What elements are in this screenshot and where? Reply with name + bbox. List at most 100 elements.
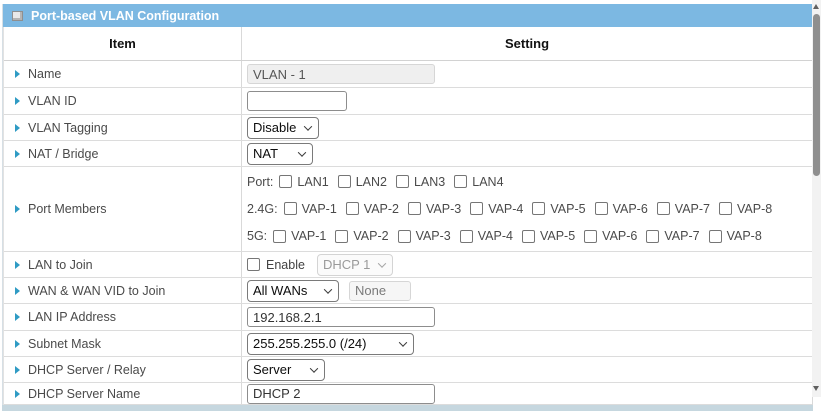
vlan-tagging-select[interactable]: Disable bbox=[247, 116, 319, 139]
vap-5g-4[interactable]: VAP-4 bbox=[459, 229, 513, 243]
row-vlan-id: VLAN ID bbox=[4, 88, 812, 115]
vap-5g-5-checkbox[interactable] bbox=[521, 229, 535, 243]
vap-24g-3-checkbox[interactable] bbox=[407, 202, 421, 216]
vlan-tagging-selected-value: Disable bbox=[253, 120, 297, 135]
lan3-checkbox[interactable] bbox=[395, 175, 409, 189]
wan-vid-input bbox=[349, 280, 411, 301]
vap-5g-3-checkbox[interactable] bbox=[397, 229, 411, 243]
dhcp-mode-selected-value: Server bbox=[253, 362, 292, 377]
port-member-lan1[interactable]: LAN1 bbox=[279, 175, 329, 189]
vertical-scrollbar[interactable] bbox=[812, 0, 821, 397]
vap-5g-3[interactable]: VAP-3 bbox=[397, 229, 451, 243]
vap-5g-1-checkbox[interactable] bbox=[273, 229, 287, 243]
name-label: Name bbox=[28, 67, 62, 81]
band-5g-prefix: 5G: bbox=[247, 229, 268, 244]
vap-24g-7-checkbox[interactable] bbox=[656, 202, 670, 216]
row-subnet-mask: Subnet Mask 255.255.255.0 (/24) bbox=[4, 331, 812, 357]
row-nat-bridge: NAT / Bridge NAT bbox=[4, 141, 812, 167]
header-setting: Setting bbox=[504, 36, 550, 51]
row-lan-to-join: LAN to Join Enable DHCP 1 bbox=[4, 252, 812, 278]
bullet-icon bbox=[15, 149, 20, 158]
vap-24g-1[interactable]: VAP-1 bbox=[283, 202, 337, 216]
settings-table: Item Setting Name VLAN ID bbox=[3, 27, 813, 405]
port-members-24g-line: 2.4G: VAP-1 VAP-2 VAP-3 bbox=[247, 195, 781, 222]
bullet-icon bbox=[15, 205, 20, 213]
dhcp-mode-select[interactable]: Server bbox=[247, 358, 325, 381]
dhcp-join-selected-value: DHCP 1 bbox=[322, 257, 371, 272]
table-header-row: Item Setting bbox=[4, 27, 812, 61]
vap-24g-1-checkbox[interactable] bbox=[283, 202, 297, 216]
port-members-label: Port Members bbox=[28, 202, 107, 216]
vap-5g-1[interactable]: VAP-1 bbox=[273, 229, 326, 243]
vap-5g-2-checkbox[interactable] bbox=[335, 229, 349, 243]
dhcp-join-select: DHCP 1 bbox=[316, 253, 393, 276]
vap-5g-7-checkbox[interactable] bbox=[646, 229, 660, 243]
row-dhcp-mode: DHCP Server / Relay Server bbox=[4, 357, 812, 383]
bullet-icon bbox=[15, 313, 20, 321]
scrollbar-thumb[interactable] bbox=[813, 14, 820, 176]
panel-window-icon bbox=[12, 10, 23, 21]
vap-5g-5[interactable]: VAP-5 bbox=[521, 229, 575, 243]
vap-24g-7[interactable]: VAP-7 bbox=[656, 202, 710, 216]
chevron-down-icon bbox=[323, 284, 333, 294]
chevron-down-icon bbox=[297, 147, 307, 157]
wan-selected-value: All WANs bbox=[253, 283, 308, 298]
header-item: Item bbox=[4, 27, 242, 60]
vap-5g-6[interactable]: VAP-6 bbox=[584, 229, 637, 243]
port-member-lan4[interactable]: LAN4 bbox=[454, 175, 504, 189]
vap-5g-8-checkbox[interactable] bbox=[708, 229, 722, 243]
vap-5g-8[interactable]: VAP-8 bbox=[708, 229, 762, 243]
vap-24g-6[interactable]: VAP-6 bbox=[594, 202, 648, 216]
lan2-checkbox[interactable] bbox=[337, 175, 351, 189]
lan-to-join-label: LAN to Join bbox=[28, 257, 93, 272]
vlan-id-input[interactable] bbox=[247, 91, 347, 111]
subnet-mask-select[interactable]: 255.255.255.0 (/24) bbox=[247, 332, 414, 355]
vap-24g-3[interactable]: VAP-3 bbox=[407, 202, 461, 216]
lan-ip-input[interactable] bbox=[247, 307, 435, 327]
dhcp-mode-label: DHCP Server / Relay bbox=[28, 362, 146, 377]
row-dhcp-name: DHCP Server Name bbox=[4, 383, 812, 405]
panel-bottom-frame bbox=[2, 405, 813, 411]
vap-24g-5[interactable]: VAP-5 bbox=[532, 202, 586, 216]
nat-bridge-select[interactable]: NAT bbox=[247, 142, 313, 165]
dhcp-name-input[interactable] bbox=[247, 383, 435, 404]
bullet-icon bbox=[15, 339, 20, 348]
lan4-checkbox[interactable] bbox=[454, 175, 468, 189]
vap-24g-2[interactable]: VAP-2 bbox=[345, 202, 399, 216]
vap-24g-6-checkbox[interactable] bbox=[594, 202, 608, 216]
vap-5g-6-checkbox[interactable] bbox=[584, 229, 598, 243]
band-24g-prefix: 2.4G: bbox=[247, 201, 278, 216]
name-input bbox=[247, 64, 435, 84]
lan-to-join-enable[interactable]: Enable bbox=[247, 258, 305, 272]
row-wan-join: WAN & WAN VID to Join All WANs bbox=[4, 278, 812, 304]
port-member-lan2[interactable]: LAN2 bbox=[337, 175, 387, 189]
bullet-icon bbox=[15, 97, 20, 105]
chevron-down-icon bbox=[377, 258, 387, 268]
vlan-id-label: VLAN ID bbox=[28, 94, 77, 108]
enable-checkbox[interactable] bbox=[247, 258, 260, 271]
bullet-icon bbox=[15, 389, 20, 398]
bullet-icon bbox=[15, 70, 20, 78]
row-lan-ip: LAN IP Address bbox=[4, 304, 812, 331]
panel-titlebar: Port-based VLAN Configuration bbox=[3, 4, 813, 27]
vap-24g-5-checkbox[interactable] bbox=[532, 202, 546, 216]
lan1-checkbox[interactable] bbox=[279, 175, 293, 189]
vap-24g-8-checkbox[interactable] bbox=[719, 202, 732, 216]
chevron-down-icon bbox=[309, 363, 319, 373]
port-member-lan3[interactable]: LAN3 bbox=[395, 175, 445, 189]
wan-select[interactable]: All WANs bbox=[247, 279, 339, 302]
vap-24g-4[interactable]: VAP-4 bbox=[470, 202, 523, 216]
vap-24g-4-checkbox[interactable] bbox=[470, 202, 484, 216]
vap-24g-8[interactable]: VAP-8 bbox=[719, 202, 772, 216]
subnet-mask-label: Subnet Mask bbox=[28, 336, 101, 351]
vap-5g-2[interactable]: VAP-2 bbox=[335, 229, 389, 243]
scroll-up-arrow-icon[interactable] bbox=[813, 4, 819, 9]
dhcp-name-label: DHCP Server Name bbox=[28, 386, 141, 401]
wan-join-label: WAN & WAN VID to Join bbox=[28, 283, 166, 298]
scroll-down-arrow-icon[interactable] bbox=[813, 386, 819, 391]
vap-24g-2-checkbox[interactable] bbox=[345, 202, 359, 216]
vap-5g-4-checkbox[interactable] bbox=[459, 229, 473, 243]
page-frame-left bbox=[2, 4, 3, 405]
vap-5g-7[interactable]: VAP-7 bbox=[646, 229, 700, 243]
subnet-mask-selected-value: 255.255.255.0 (/24) bbox=[253, 336, 367, 351]
